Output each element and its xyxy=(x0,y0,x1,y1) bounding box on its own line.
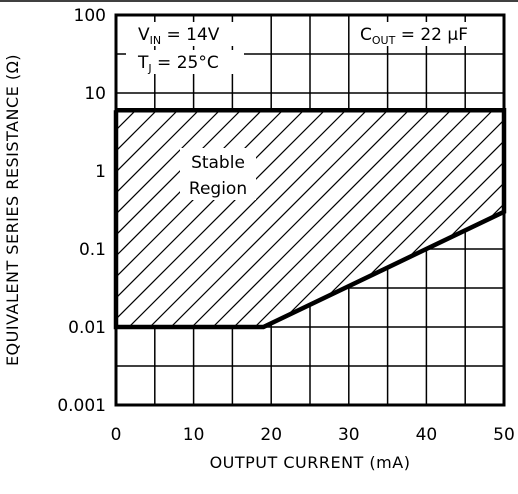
hatch-line xyxy=(116,110,452,327)
hatch-line xyxy=(198,110,504,327)
x-tick-label: 20 xyxy=(260,425,282,445)
x-tick-labels: 0 10 20 30 40 50 xyxy=(111,425,515,445)
hatch-line xyxy=(116,110,431,327)
hatch-line xyxy=(116,110,504,327)
x-tick-label: 0 xyxy=(111,425,122,445)
hatch-line xyxy=(116,110,347,327)
hatch-line xyxy=(219,110,504,327)
hatch-line xyxy=(177,110,504,327)
y-tick-labels: 0.001 0.01 0.1 1 10 100 xyxy=(57,6,106,416)
x-tick-label: 10 xyxy=(183,425,205,445)
hatch-line xyxy=(135,110,504,327)
x-tick-label: 50 xyxy=(493,425,515,445)
x-tick-label: 30 xyxy=(338,425,360,445)
condition-tj: TJ = 25°C xyxy=(126,50,244,75)
hatch-line xyxy=(116,110,494,327)
hatch-line xyxy=(116,110,473,327)
x-tick-label: 40 xyxy=(416,425,438,445)
hatch-line xyxy=(116,110,368,327)
svg-text:COUT = 22 μF: COUT = 22 μF xyxy=(360,25,468,47)
y-tick-label: 0.1 xyxy=(79,240,106,260)
hatch-line xyxy=(116,110,410,327)
condition-vin: VIN = 14V xyxy=(126,22,244,47)
svg-text:VIN = 14V: VIN = 14V xyxy=(138,25,220,47)
y-tick-label: 100 xyxy=(74,6,106,26)
stable-region xyxy=(116,5,518,425)
y-tick-label: 0.01 xyxy=(68,318,106,338)
y-tick-label: 1 xyxy=(95,162,106,182)
plot-frame xyxy=(114,13,506,407)
region-label: Stable Region xyxy=(180,148,256,200)
hatch-line xyxy=(514,5,518,425)
hatch-line xyxy=(240,110,504,327)
condition-cout: COUT = 22 μF xyxy=(352,22,500,47)
y-tick-label: 10 xyxy=(84,84,106,104)
hatch-line xyxy=(116,110,504,327)
svg-text:Region: Region xyxy=(189,179,247,199)
y-axis-title: EQUIVALENT SERIES RESISTANCE (Ω) xyxy=(3,54,22,366)
x-axis-title: OUTPUT CURRENT (mA) xyxy=(210,453,411,472)
svg-text:TJ = 25°C: TJ = 25°C xyxy=(137,53,219,75)
hatch-line xyxy=(261,110,504,327)
hatch-line xyxy=(116,110,389,327)
svg-text:Stable: Stable xyxy=(191,153,245,173)
hatch-line xyxy=(156,110,504,327)
y-tick-label: 0.001 xyxy=(57,396,106,416)
